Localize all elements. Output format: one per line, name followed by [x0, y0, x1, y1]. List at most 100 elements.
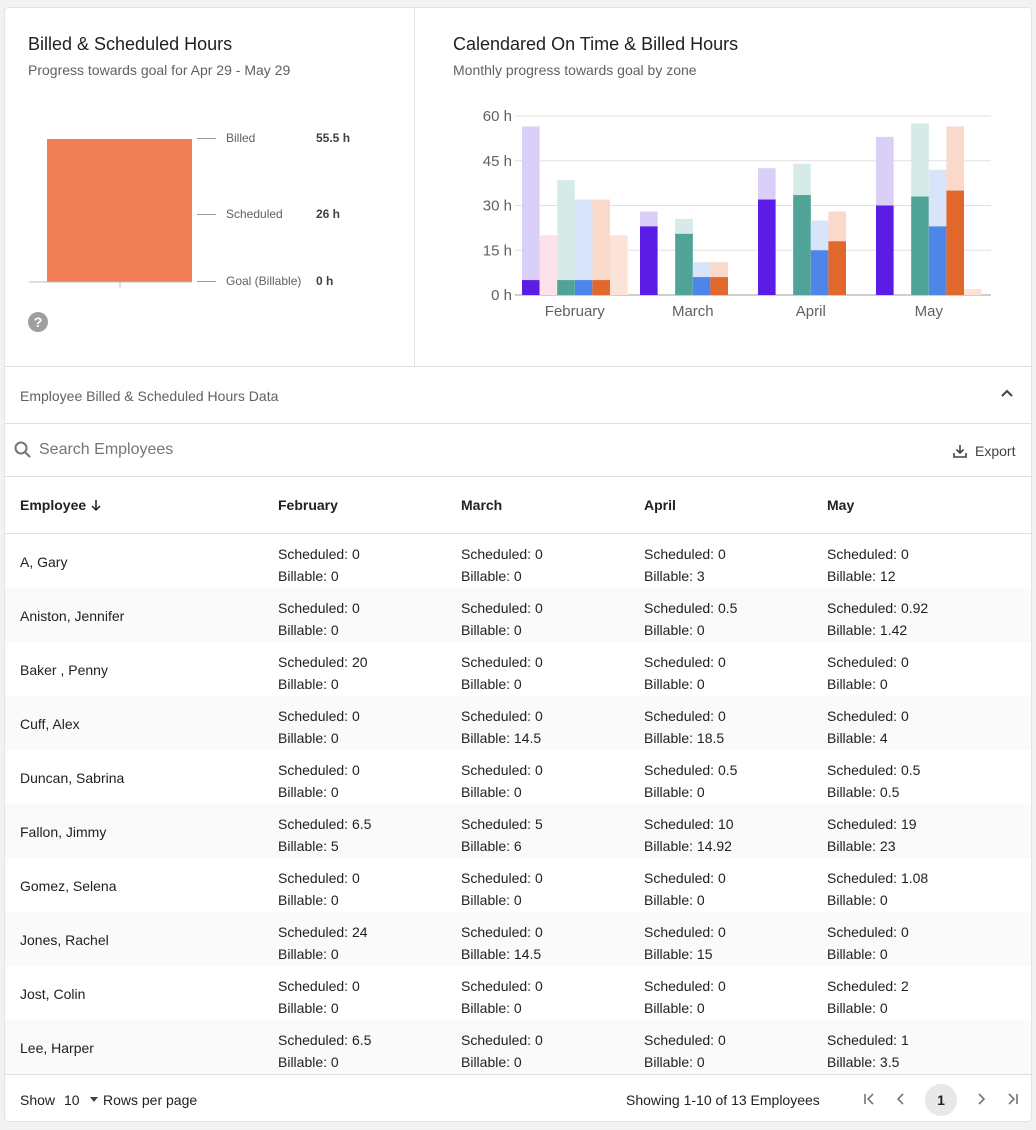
scheduled-value: Scheduled: 0 — [827, 546, 909, 562]
scheduled-value: Scheduled: 6.5 — [278, 1032, 372, 1048]
search-input[interactable] — [39, 438, 439, 462]
legend-line-scheduled — [197, 214, 216, 215]
download-icon — [953, 445, 967, 458]
month-cell: Scheduled: 0 Billable: 0 — [461, 975, 543, 1019]
employee-name: Duncan, Sabrina — [20, 770, 125, 786]
billable-value: Billable: 0 — [644, 1054, 705, 1070]
scheduled-value: Scheduled: 0 — [461, 1032, 543, 1048]
month-cell: Scheduled: 0 Billable: 0 — [644, 975, 726, 1019]
month-cell: Scheduled: 1.08 Billable: 0 — [827, 867, 928, 911]
scheduled-value: Scheduled: 10 — [644, 816, 734, 832]
first-page-icon[interactable] — [860, 1090, 878, 1108]
month-cell: Scheduled: 10 Billable: 14.92 — [644, 813, 734, 857]
column-header-february[interactable]: February — [278, 497, 338, 513]
table-row[interactable]: Lee, Harper Scheduled: 6.5 Billable: 0 Sche… — [5, 1020, 1031, 1074]
billable-value: Billable: 0 — [278, 892, 339, 908]
billable-value: Billable: 0 — [461, 1054, 522, 1070]
month-cell: Scheduled: 1 Billable: 3.5 — [827, 1029, 909, 1073]
scheduled-value: Scheduled: 0 — [827, 924, 909, 940]
search-toolbar: Export — [5, 424, 1031, 477]
x-tick-label: February — [545, 303, 606, 320]
rows-per-page-select[interactable]: 10 — [64, 1092, 99, 1108]
table-row[interactable]: Baker , Penny Scheduled: 20 Billable: 0 Sch… — [5, 642, 1031, 696]
last-page-icon[interactable] — [1004, 1090, 1022, 1108]
billable-value: Billable: 0 — [278, 784, 339, 800]
column-header-april[interactable]: April — [644, 497, 676, 513]
column-header-may[interactable]: May — [827, 497, 855, 513]
goal-bar — [964, 289, 982, 295]
scheduled-value: Scheduled: 0 — [461, 924, 543, 940]
billed-bar — [692, 277, 711, 295]
month-cell: Scheduled: 24 Billable: 0 — [278, 921, 368, 965]
month-cell: Scheduled: 19 Billable: 23 — [827, 813, 917, 857]
legend-value-billed: 55.5 h — [316, 131, 351, 145]
billed-scheduled-panel: Billed & Scheduled Hours Progress toward… — [5, 8, 415, 366]
month-cell: Scheduled: 0 Billable: 0 — [278, 543, 360, 587]
month-cell: Scheduled: 0 Billable: 0 — [461, 867, 543, 911]
month-cell: Scheduled: 0 Billable: 0 — [461, 1029, 543, 1073]
table-row[interactable]: Jost, Colin Scheduled: 0 Billable: 0 Schedu… — [5, 966, 1031, 1020]
billable-value: Billable: 3.5 — [827, 1054, 900, 1070]
table-row[interactable]: Aniston, Jennifer Scheduled: 0 Billable: 0… — [5, 588, 1031, 642]
rows-per-page-label: Rows per page — [103, 1092, 198, 1108]
goal-bar — [592, 199, 610, 295]
table-row[interactable]: Fallon, Jimmy Scheduled: 6.5 Billable: 5 Sc… — [5, 804, 1031, 858]
page-number-current[interactable]: 1 — [925, 1084, 957, 1116]
scheduled-value: Scheduled: 1.08 — [827, 870, 929, 886]
month-cell: Scheduled: 0.5 Billable: 0 — [644, 759, 737, 803]
billable-value: Billable: 0 — [827, 892, 888, 908]
chevron-up-icon[interactable] — [999, 386, 1015, 402]
scheduled-value: Scheduled: 0 — [827, 708, 909, 724]
legend-label-billed: Billed — [226, 131, 256, 145]
x-tick-label: April — [796, 303, 826, 320]
month-cell: Scheduled: 0 Billable: 0 — [827, 651, 909, 695]
employee-name: Gomez, Selena — [20, 878, 117, 894]
billable-value: Billable: 23 — [827, 838, 896, 854]
billable-value: Billable: 0 — [461, 784, 522, 800]
scheduled-value: Scheduled: 0.5 — [644, 762, 738, 778]
table-row[interactable]: Cuff, Alex Scheduled: 0 Billable: 0 Schedul… — [5, 696, 1031, 750]
billable-value: Billable: 14.5 — [461, 946, 542, 962]
previous-page-icon[interactable] — [892, 1090, 910, 1108]
search-icon — [14, 441, 31, 458]
help-icon[interactable]: ? — [28, 312, 48, 332]
month-cell: Scheduled: 0 Billable: 14.5 — [461, 705, 543, 749]
scheduled-value: Scheduled: 0 — [278, 600, 360, 616]
month-cell: Scheduled: 6.5 Billable: 0 — [278, 1029, 371, 1073]
next-page-icon[interactable] — [972, 1090, 990, 1108]
month-cell: Scheduled: 0.5 Billable: 0.5 — [827, 759, 920, 803]
table-row[interactable]: Duncan, Sabrina Scheduled: 0 Billable: 0 Sc… — [5, 750, 1031, 804]
billable-value: Billable: 0 — [278, 946, 339, 962]
legend-label-scheduled: Scheduled — [226, 207, 283, 221]
employee-name: Jost, Colin — [20, 986, 86, 1002]
table-row[interactable]: Gomez, Selena Scheduled: 0 Billable: 0 Sche… — [5, 858, 1031, 912]
billable-value: Billable: 0 — [644, 676, 705, 692]
scheduled-value: Scheduled: 0 — [461, 762, 543, 778]
billable-value: Billable: 14.92 — [644, 838, 732, 854]
month-cell: Scheduled: 0 Billable: 12 — [827, 543, 909, 587]
scheduled-value: Scheduled: 1 — [827, 1032, 909, 1048]
billable-value: Billable: 0 — [461, 568, 522, 584]
table-row[interactable]: Jones, Rachel Scheduled: 24 Billable: 0 Sch… — [5, 912, 1031, 966]
scheduled-value: Scheduled: 0.92 — [827, 600, 929, 616]
table-row[interactable]: A, Gary Scheduled: 0 Billable: 0 Scheduled:… — [5, 534, 1031, 588]
export-button[interactable]: Export — [953, 440, 1015, 462]
data-section-header[interactable]: Employee Billed & Scheduled Hours Data — [5, 366, 1031, 424]
month-cell: Scheduled: 0 Billable: 4 — [827, 705, 909, 749]
billable-value: Billable: 0 — [644, 892, 705, 908]
scheduled-value: Scheduled: 0 — [644, 1032, 726, 1048]
column-header-employee[interactable]: Employee — [20, 497, 103, 513]
scheduled-value: Scheduled: 0 — [644, 654, 726, 670]
billed-scheduled-subtitle: Progress towards goal for Apr 29 - May 2… — [28, 62, 291, 78]
billable-value: Billable: 6 — [461, 838, 522, 854]
month-cell: Scheduled: 6.5 Billable: 5 — [278, 813, 371, 857]
billable-value: Billable: 0 — [278, 730, 339, 746]
scheduled-value: Scheduled: 0.5 — [827, 762, 921, 778]
billable-value: Billable: 0 — [278, 1054, 339, 1070]
billable-value: Billable: 0 — [278, 568, 339, 584]
column-header-march[interactable]: March — [461, 497, 503, 513]
scheduled-value: Scheduled: 0 — [278, 762, 360, 778]
billable-value: Billable: 14.5 — [461, 730, 542, 746]
employee-name: Fallon, Jimmy — [20, 824, 107, 840]
month-cell: Scheduled: 2 Billable: 0 — [827, 975, 909, 1019]
